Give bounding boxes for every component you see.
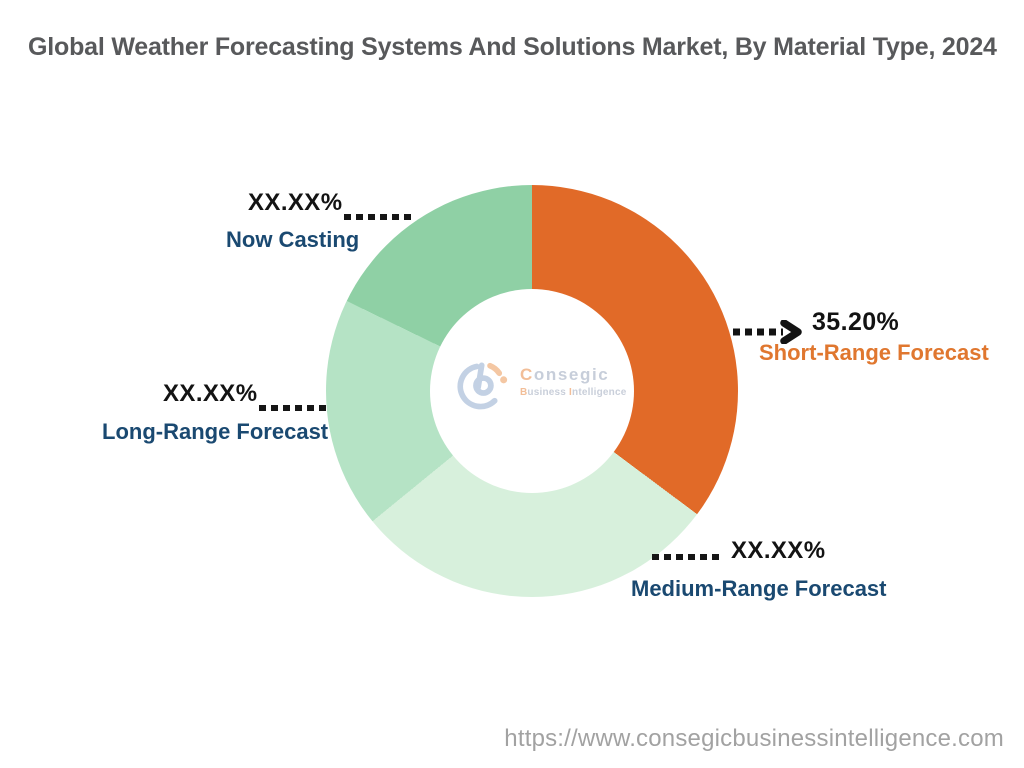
brand-name: Consegic: [520, 365, 610, 385]
segment-name-now-casting: Now Casting: [226, 227, 360, 252]
donut-chart: Consegic Business Intelligence: [326, 185, 738, 597]
leader-arrow-icon: [733, 320, 802, 344]
footer-url: https://www.consegicbusinessintelligence…: [504, 725, 1004, 752]
segment-name-medium-range: Medium-Range Forecast: [631, 576, 887, 601]
leader-line-long-range: [259, 405, 326, 411]
segment-value-short-range: 35.20%: [812, 308, 900, 336]
leader-line-medium-range: [652, 554, 719, 560]
segment-value-long-range: XX.XX%: [163, 380, 258, 407]
consegic-logo-mark: [457, 362, 508, 410]
page-title: Global Weather Forecasting Systems And S…: [28, 33, 997, 61]
leader-line-now-casting: [344, 214, 411, 220]
segment-name-short-range: Short-Range Forecast: [759, 340, 989, 365]
watermark-logo: Consegic Business Intelligence: [454, 349, 626, 415]
brand-tagline: Business Intelligence: [520, 386, 627, 398]
watermark-text: Consegic Business Intelligence: [520, 365, 627, 398]
segment-value-now-casting: XX.XX%: [248, 189, 343, 216]
donut-hole: Consegic Business Intelligence: [430, 289, 634, 493]
segment-value-medium-range: XX.XX%: [731, 537, 826, 564]
segment-name-long-range: Long-Range Forecast: [102, 419, 329, 444]
